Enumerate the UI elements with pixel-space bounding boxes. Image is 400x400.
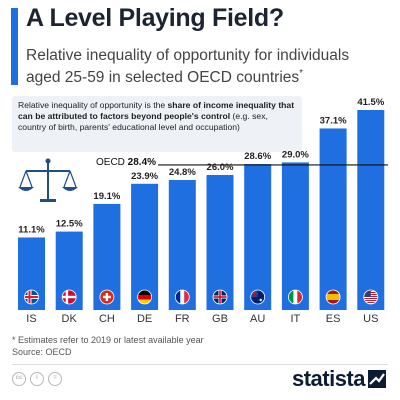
value-label-DE: 23.9% (131, 171, 158, 182)
value-label-DK: 12.5% (56, 219, 83, 230)
category-label-DK: DK (62, 313, 78, 325)
brand-name: statista (291, 366, 366, 391)
france-flag-icon (174, 289, 190, 305)
category-label-US: US (363, 313, 378, 325)
footer-divider (12, 364, 388, 365)
category-label-GB: GB (212, 313, 228, 325)
iceland-flag-icon (24, 289, 39, 305)
footnote: * Estimates refer to 2019 or latest avai… (12, 334, 204, 358)
cc-icon: cc (12, 372, 26, 386)
bar-GB (206, 174, 234, 284)
note-text-2: (e.g. sex, country of birth, parents' ed… (18, 111, 268, 132)
bar-DK (55, 231, 83, 284)
bar-IS (18, 237, 45, 284)
uk-flag-icon (212, 289, 228, 305)
value-label-CH: 19.1% (93, 191, 120, 202)
category-label-DE: DE (137, 313, 152, 325)
value-label-AU: 28.6% (244, 151, 271, 162)
source-note: Source: OECD (12, 347, 72, 357)
bar-US (357, 110, 385, 284)
subtitle-text: Relative inequality of opportunity for i… (26, 47, 350, 87)
estimate-footnote: * Estimates refer to 2019 or latest avai… (12, 335, 204, 345)
value-label-GB: 26.0% (207, 162, 234, 173)
subtitle-footnote-mark: * (299, 68, 304, 79)
definition-note: Relative inequality of opportunity is th… (12, 96, 302, 152)
person-icon: i (30, 372, 44, 386)
equals-icon: = (48, 372, 62, 386)
oecd-label-bg (92, 155, 158, 168)
category-label-IT: IT (291, 313, 301, 325)
italy-flag-icon (287, 289, 303, 305)
value-label-IT: 29.0% (282, 149, 309, 160)
category-label-AU: AU (250, 313, 265, 325)
bar-DE (131, 183, 159, 284)
bar-CH (93, 203, 121, 284)
bar-ES (319, 128, 347, 284)
category-label-FR: FR (175, 313, 190, 325)
spain-flag-icon (325, 289, 341, 305)
category-label-CH: CH (99, 313, 115, 325)
usa-flag-icon (363, 289, 379, 305)
chart-title: A Level Playing Field? (26, 4, 284, 32)
chart-subtitle: Relative inequality of opportunity for i… (26, 47, 386, 87)
value-label-IS: 11.1% (18, 224, 45, 235)
switzerland-flag-icon (99, 289, 115, 305)
australia-flag-icon (250, 289, 266, 305)
bar-AU (244, 164, 272, 284)
value-label-US: 41.5% (357, 97, 384, 108)
bar-IT (281, 162, 309, 284)
germany-flag-icon (137, 289, 153, 305)
statista-logo[interactable]: statista (292, 366, 386, 392)
value-label-FR: 24.8% (169, 167, 196, 178)
statista-mark-icon (368, 370, 386, 388)
license-icons: cc i = (12, 372, 62, 386)
denmark-flag-icon (61, 289, 77, 305)
note-text-1: Relative inequality of opportunity is th… (18, 100, 168, 110)
category-label-IS: IS (26, 313, 36, 325)
title-accent-bar (11, 8, 18, 85)
value-label-ES: 37.1% (320, 115, 347, 126)
category-label-ES: ES (326, 313, 341, 325)
scale-of-justice-icon (18, 158, 78, 202)
bar-FR (168, 180, 196, 284)
note-text-bold: share of income inequality that can be a… (18, 100, 295, 121)
oecd-reference-label: OECD 28.4% (96, 157, 156, 168)
